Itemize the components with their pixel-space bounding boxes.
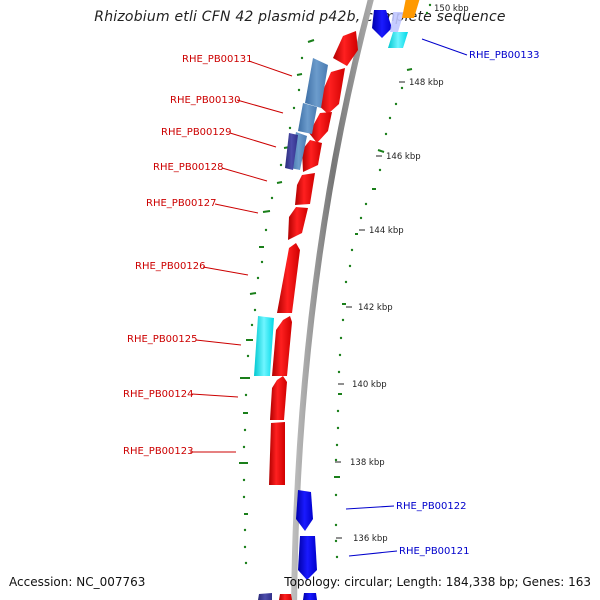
- gene-label-rhe-pb00130[interactable]: RHE_PB00130: [170, 95, 241, 106]
- gene-bottom-navy[interactable]: [258, 593, 272, 600]
- gene-lavender-top[interactable]: [390, 12, 404, 32]
- gene-reverse-2[interactable]: [298, 536, 317, 580]
- gene-bottom-red[interactable]: [279, 594, 292, 600]
- scale-label-142: 142 kbp: [358, 303, 393, 313]
- topology-summary: Topology: circular; Length: 184,338 bp; …: [284, 575, 591, 589]
- gene-forward-3[interactable]: [309, 112, 332, 143]
- gene-label-rhe-pb00121[interactable]: RHE_PB00121: [399, 546, 470, 557]
- gene-label-rhe-pb00126[interactable]: RHE_PB00126: [135, 261, 206, 272]
- gene-reverse-1[interactable]: [296, 490, 313, 531]
- gene-blue-top[interactable]: [372, 10, 392, 38]
- scale-ticks: [335, 81, 405, 539]
- accession-text: Accession: NC_007763: [9, 575, 146, 589]
- gene-label-rhe-pb00123[interactable]: RHE_PB00123: [123, 446, 194, 457]
- gc-skew-inner: [334, 68, 413, 478]
- gene-forward-4[interactable]: [302, 140, 322, 172]
- gene-forward-9[interactable]: [270, 376, 287, 420]
- gene-label-rhe-pb00122[interactable]: RHE_PB00122: [396, 501, 467, 512]
- gene-label-rhe-pb00128[interactable]: RHE_PB00128: [153, 162, 224, 173]
- gene-forward-6[interactable]: [288, 207, 308, 240]
- scale-label-136: 136 kbp: [353, 534, 388, 544]
- gene-label-rhe-pb00127[interactable]: RHE_PB00127: [146, 198, 217, 209]
- gene-forward-5[interactable]: [295, 173, 315, 205]
- gc-dots-outer: [242, 56, 304, 565]
- gene-cyan-1[interactable]: [254, 316, 274, 376]
- gene-forward-8[interactable]: [272, 316, 292, 376]
- scale-label-148: 148 kbp: [409, 78, 444, 88]
- left-label-leaders: [190, 60, 293, 453]
- gene-cyan-top[interactable]: [388, 32, 408, 48]
- gene-forward-7[interactable]: [277, 243, 300, 313]
- gene-forward-2[interactable]: [317, 68, 345, 114]
- gene-label-rhe-pb00125[interactable]: RHE_PB00125: [127, 334, 198, 345]
- gene-orange-top[interactable]: [402, 0, 420, 18]
- gc-dots-inner: [334, 3, 432, 559]
- scale-label-140: 140 kbp: [352, 380, 387, 390]
- backbone-arc: [291, 0, 374, 600]
- gene-label-rhe-pb00124[interactable]: RHE_PB00124: [123, 389, 194, 400]
- right-label-leaders: [345, 38, 468, 557]
- scale-label-138: 138 kbp: [350, 458, 385, 468]
- scale-label-150: 150 kbp: [434, 4, 469, 14]
- scale-label-146: 146 kbp: [386, 152, 421, 162]
- gene-forward-1[interactable]: [333, 31, 358, 66]
- gene-steel-1[interactable]: [305, 58, 328, 108]
- gene-navy-1[interactable]: [285, 133, 298, 170]
- gene-forward-10[interactable]: [269, 422, 285, 485]
- gene-label-rhe-pb00133[interactable]: RHE_PB00133: [469, 50, 540, 61]
- gene-steel-2[interactable]: [298, 103, 317, 134]
- gene-label-rhe-pb00129[interactable]: RHE_PB00129: [161, 127, 232, 138]
- scale-label-144: 144 kbp: [369, 226, 404, 236]
- gene-bottom-blue[interactable]: [303, 593, 317, 600]
- gene-label-rhe-pb00131[interactable]: RHE_PB00131: [182, 54, 253, 65]
